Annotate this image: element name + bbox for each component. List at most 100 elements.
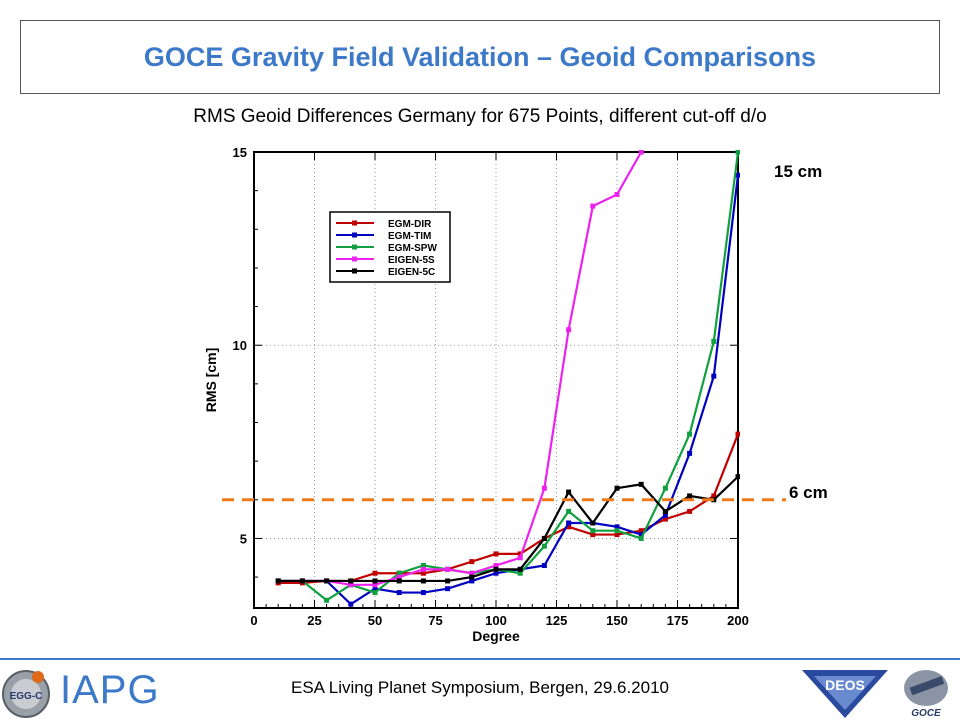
- data-point-egm-dir: [469, 559, 475, 565]
- data-point-eigen-5c: [372, 578, 378, 584]
- legend-label-eigen-5c: EIGEN-5C: [388, 267, 435, 278]
- x-axis-label: Degree: [472, 628, 520, 644]
- data-point-eigen-5c: [662, 508, 668, 514]
- data-point-egm-spw: [662, 485, 668, 491]
- y-tick-label: 10: [233, 338, 247, 353]
- data-point-eigen-5c: [348, 578, 354, 584]
- data-point-egm-spw: [638, 535, 644, 541]
- egg-c-logo: EGG-C: [2, 670, 50, 718]
- data-point-egm-dir: [493, 551, 499, 557]
- data-point-eigen-5c: [396, 578, 402, 584]
- x-tick-label: 200: [727, 613, 749, 628]
- data-point-eigen-5s: [614, 192, 620, 198]
- data-point-egm-tim: [469, 578, 475, 584]
- data-point-egm-tim: [420, 590, 426, 596]
- series-line-eigen-5s: [278, 151, 643, 586]
- chart-ticks: 0 25 50 75 100 125 150 175 200 5 10 15: [233, 145, 749, 628]
- data-point-egm-spw: [735, 150, 740, 155]
- chart-grid: [253, 151, 739, 608]
- data-point-eigen-5c: [687, 493, 693, 499]
- footer-divider: [0, 658, 960, 660]
- data-point-eigen-5s: [517, 555, 523, 561]
- data-point-egm-tim: [445, 586, 451, 592]
- data-point-egm-tim: [687, 450, 693, 456]
- data-point-eigen-5s: [445, 566, 451, 572]
- data-point-egm-spw: [372, 590, 378, 596]
- chart-series: [275, 150, 740, 607]
- data-point-egm-tim: [735, 172, 740, 178]
- x-tick-label: 125: [546, 613, 568, 628]
- data-point-egm-tim: [566, 520, 572, 526]
- legend-marker-egm-spw: [352, 244, 357, 250]
- data-point-eigen-5c: [614, 485, 620, 491]
- data-point-egm-dir: [614, 532, 620, 538]
- series-line-eigen-5c: [278, 475, 739, 583]
- data-point-egm-tim: [638, 532, 644, 538]
- series-line-egm-spw: [278, 151, 740, 602]
- title-box: GOCE Gravity Field Validation – Geoid Co…: [20, 20, 940, 94]
- data-point-egm-tim: [614, 524, 620, 530]
- data-point-egm-dir: [638, 528, 644, 534]
- data-point-eigen-5c: [566, 489, 572, 495]
- goce-logo: GOCE: [904, 670, 948, 719]
- y-tick-label: 15: [233, 145, 247, 160]
- data-point-eigen-5c: [638, 481, 644, 487]
- data-point-egm-spw: [541, 543, 547, 549]
- data-point-egm-tim: [372, 586, 378, 592]
- data-point-egm-dir: [372, 570, 378, 576]
- legend-marker-eigen-5s: [352, 256, 357, 262]
- deos-logo: DEOS: [802, 670, 888, 718]
- data-point-egm-dir: [662, 516, 668, 522]
- plot-frame: [253, 151, 739, 609]
- data-point-eigen-5s: [541, 485, 547, 491]
- data-point-egm-dir: [590, 532, 596, 538]
- series-line-egm-dir: [278, 433, 740, 584]
- legend-label-egm-spw: EGM-SPW: [388, 243, 437, 254]
- data-point-egm-dir: [420, 570, 426, 576]
- data-point-eigen-5s: [638, 150, 644, 155]
- x-tick-label: 150: [606, 613, 628, 628]
- data-point-egm-dir: [735, 431, 740, 437]
- data-point-egm-tim: [662, 512, 668, 518]
- chart-subtitle: RMS Geoid Differences Germany for 675 Po…: [193, 106, 767, 127]
- legend-label-egm-tim: EGM-TIM: [388, 231, 431, 242]
- y-axis-label: RMS [cm]: [203, 348, 219, 413]
- data-point-egm-spw: [420, 562, 426, 568]
- data-point-eigen-5s: [372, 582, 378, 588]
- data-point-egm-dir: [517, 551, 523, 557]
- data-point-eigen-5c: [469, 574, 475, 580]
- data-point-egm-tim: [711, 373, 717, 379]
- data-point-egm-spw: [687, 431, 693, 437]
- x-tick-label: 50: [368, 613, 382, 628]
- data-point-eigen-5c: [420, 578, 426, 584]
- legend-label-eigen-5s: EIGEN-5S: [388, 255, 435, 266]
- goce-logo-text: GOCE: [911, 708, 941, 719]
- page-title: GOCE Gravity Field Validation – Geoid Co…: [143, 41, 817, 72]
- data-point-eigen-5c: [541, 535, 547, 541]
- data-point-eigen-5s: [493, 562, 499, 568]
- x-tick-label: 100: [485, 613, 507, 628]
- data-point-eigen-5s: [566, 327, 572, 333]
- x-tick-label: 75: [428, 613, 442, 628]
- data-point-egm-spw: [396, 570, 402, 576]
- legend-label-egm-dir: EGM-DIR: [388, 219, 432, 230]
- data-point-eigen-5s: [348, 582, 354, 588]
- legend-marker-eigen-5c: [352, 268, 357, 274]
- data-point-egm-dir: [711, 493, 717, 499]
- data-point-eigen-5c: [275, 578, 281, 584]
- data-point-eigen-5c: [445, 578, 451, 584]
- data-point-eigen-5c: [493, 566, 499, 572]
- data-point-egm-spw: [614, 528, 620, 534]
- x-tick-label: 0: [250, 613, 257, 628]
- deos-logo-text: DEOS: [825, 677, 865, 693]
- data-point-egm-spw: [566, 508, 572, 514]
- legend-marker-egm-tim: [352, 232, 357, 238]
- data-point-egm-spw: [590, 528, 596, 534]
- data-point-eigen-5s: [469, 570, 475, 576]
- data-point-eigen-5c: [299, 578, 305, 584]
- data-point-eigen-5s: [420, 566, 426, 572]
- x-tick-label: 25: [307, 613, 321, 628]
- data-point-eigen-5c: [324, 578, 330, 584]
